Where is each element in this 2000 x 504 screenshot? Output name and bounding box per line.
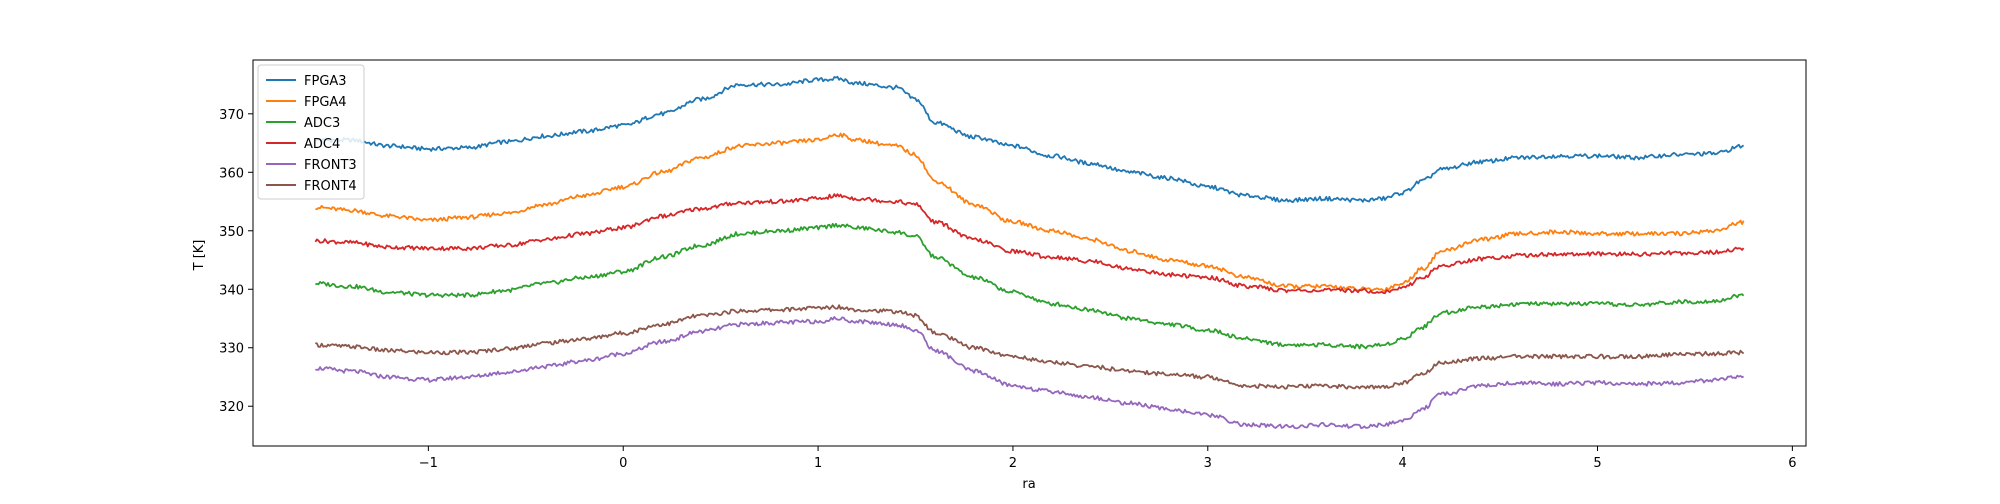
series-line-adc4 bbox=[314, 193, 1745, 295]
legend-label: FRONT4 bbox=[304, 179, 357, 194]
y-tick-label: 340 bbox=[219, 283, 244, 298]
legend-label: ADC3 bbox=[304, 116, 340, 131]
x-tick-label: 3 bbox=[1204, 456, 1212, 471]
series-line-fpga4 bbox=[315, 132, 1745, 292]
x-axis-label: ra bbox=[1022, 477, 1035, 492]
x-tick-label: 5 bbox=[1593, 456, 1601, 471]
plot-frame bbox=[252, 59, 1807, 447]
axes: −1 0 1 2 3 4 5 6 320 330 340 350 360 370 bbox=[219, 59, 1807, 471]
legend-label: FRONT3 bbox=[304, 158, 357, 173]
series-line-fpga3 bbox=[314, 75, 1745, 204]
series-line-front3 bbox=[315, 316, 1744, 430]
legend-label: FPGA3 bbox=[304, 74, 347, 89]
legend: FPGA3 FPGA4 ADC3 ADC4 FRONT3 FRONT4 bbox=[257, 64, 365, 200]
y-axis-label: T [K] bbox=[192, 240, 207, 272]
y-tick-label: 360 bbox=[219, 166, 244, 181]
y-tick-label: 350 bbox=[219, 225, 244, 240]
legend-box bbox=[257, 64, 365, 200]
x-tick-label: −1 bbox=[419, 456, 438, 471]
y-tick-label: 330 bbox=[219, 342, 244, 357]
x-tick-label: 0 bbox=[619, 456, 627, 471]
y-tick-label: 370 bbox=[219, 108, 244, 123]
y-tick-label: 320 bbox=[219, 400, 244, 415]
legend-label: ADC4 bbox=[304, 137, 340, 152]
series-line-front4 bbox=[315, 304, 1745, 390]
series-lines bbox=[314, 75, 1745, 430]
x-tick-label: 4 bbox=[1399, 456, 1407, 471]
x-tick-label: 2 bbox=[1009, 456, 1017, 471]
series-line-adc3 bbox=[315, 222, 1745, 350]
x-tick-label: 6 bbox=[1788, 456, 1796, 471]
legend-label: FPGA4 bbox=[304, 95, 347, 110]
x-tick-label: 1 bbox=[814, 456, 822, 471]
